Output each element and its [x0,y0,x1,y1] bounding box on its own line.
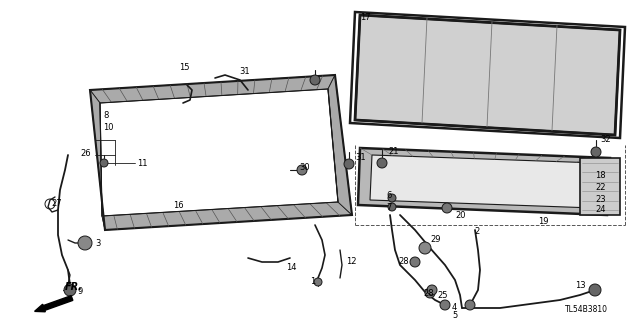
Circle shape [442,203,452,213]
Text: TL54B3810: TL54B3810 [565,305,608,314]
Circle shape [297,165,307,175]
Text: 27: 27 [51,198,61,207]
Text: 18: 18 [595,170,605,180]
Text: 23: 23 [595,195,605,204]
Text: 28: 28 [423,288,434,298]
Text: 17: 17 [360,13,371,23]
Text: 26: 26 [80,149,91,158]
Text: 2: 2 [474,226,479,235]
Circle shape [377,158,387,168]
Polygon shape [90,90,105,230]
Text: 28: 28 [398,257,408,266]
Circle shape [465,300,475,310]
Text: 14: 14 [286,263,296,272]
Circle shape [388,194,396,202]
Polygon shape [355,15,620,135]
Text: 12: 12 [346,256,356,265]
Text: 1: 1 [310,278,316,286]
Text: FR.: FR. [65,282,83,292]
Circle shape [419,242,431,254]
Circle shape [591,147,601,157]
Circle shape [310,75,320,85]
Text: 22: 22 [595,182,605,191]
Text: 13: 13 [575,280,586,290]
Text: 11: 11 [137,159,147,167]
Circle shape [100,159,108,167]
Text: 3: 3 [95,239,100,248]
Text: 10: 10 [103,123,113,132]
Circle shape [427,285,437,295]
Text: 7: 7 [386,203,392,211]
Text: 25: 25 [437,291,447,300]
Text: 29: 29 [430,235,440,244]
Text: 31: 31 [239,66,250,76]
FancyArrow shape [35,296,73,312]
Circle shape [440,300,450,310]
Text: 16: 16 [173,202,184,211]
Circle shape [410,257,420,267]
Polygon shape [358,148,610,215]
Circle shape [78,236,92,250]
Polygon shape [370,155,597,208]
Circle shape [344,159,354,169]
Text: 6: 6 [386,191,392,201]
Text: 19: 19 [538,218,548,226]
Text: 31: 31 [355,153,365,162]
Polygon shape [328,75,352,215]
Text: 4: 4 [452,302,457,311]
Text: 21: 21 [388,147,399,157]
Circle shape [589,284,601,296]
Text: 15: 15 [179,63,189,71]
Text: 32: 32 [600,136,611,145]
Text: 9: 9 [77,286,83,295]
Text: 24: 24 [595,205,605,214]
Circle shape [425,288,435,298]
Circle shape [64,284,76,296]
Polygon shape [580,158,620,215]
Text: 8: 8 [103,112,108,121]
Circle shape [388,203,396,211]
Text: 20: 20 [455,211,465,219]
Text: 5: 5 [452,311,457,319]
Text: 30: 30 [299,164,310,173]
Circle shape [314,278,322,286]
Polygon shape [90,75,335,103]
Polygon shape [102,202,352,230]
